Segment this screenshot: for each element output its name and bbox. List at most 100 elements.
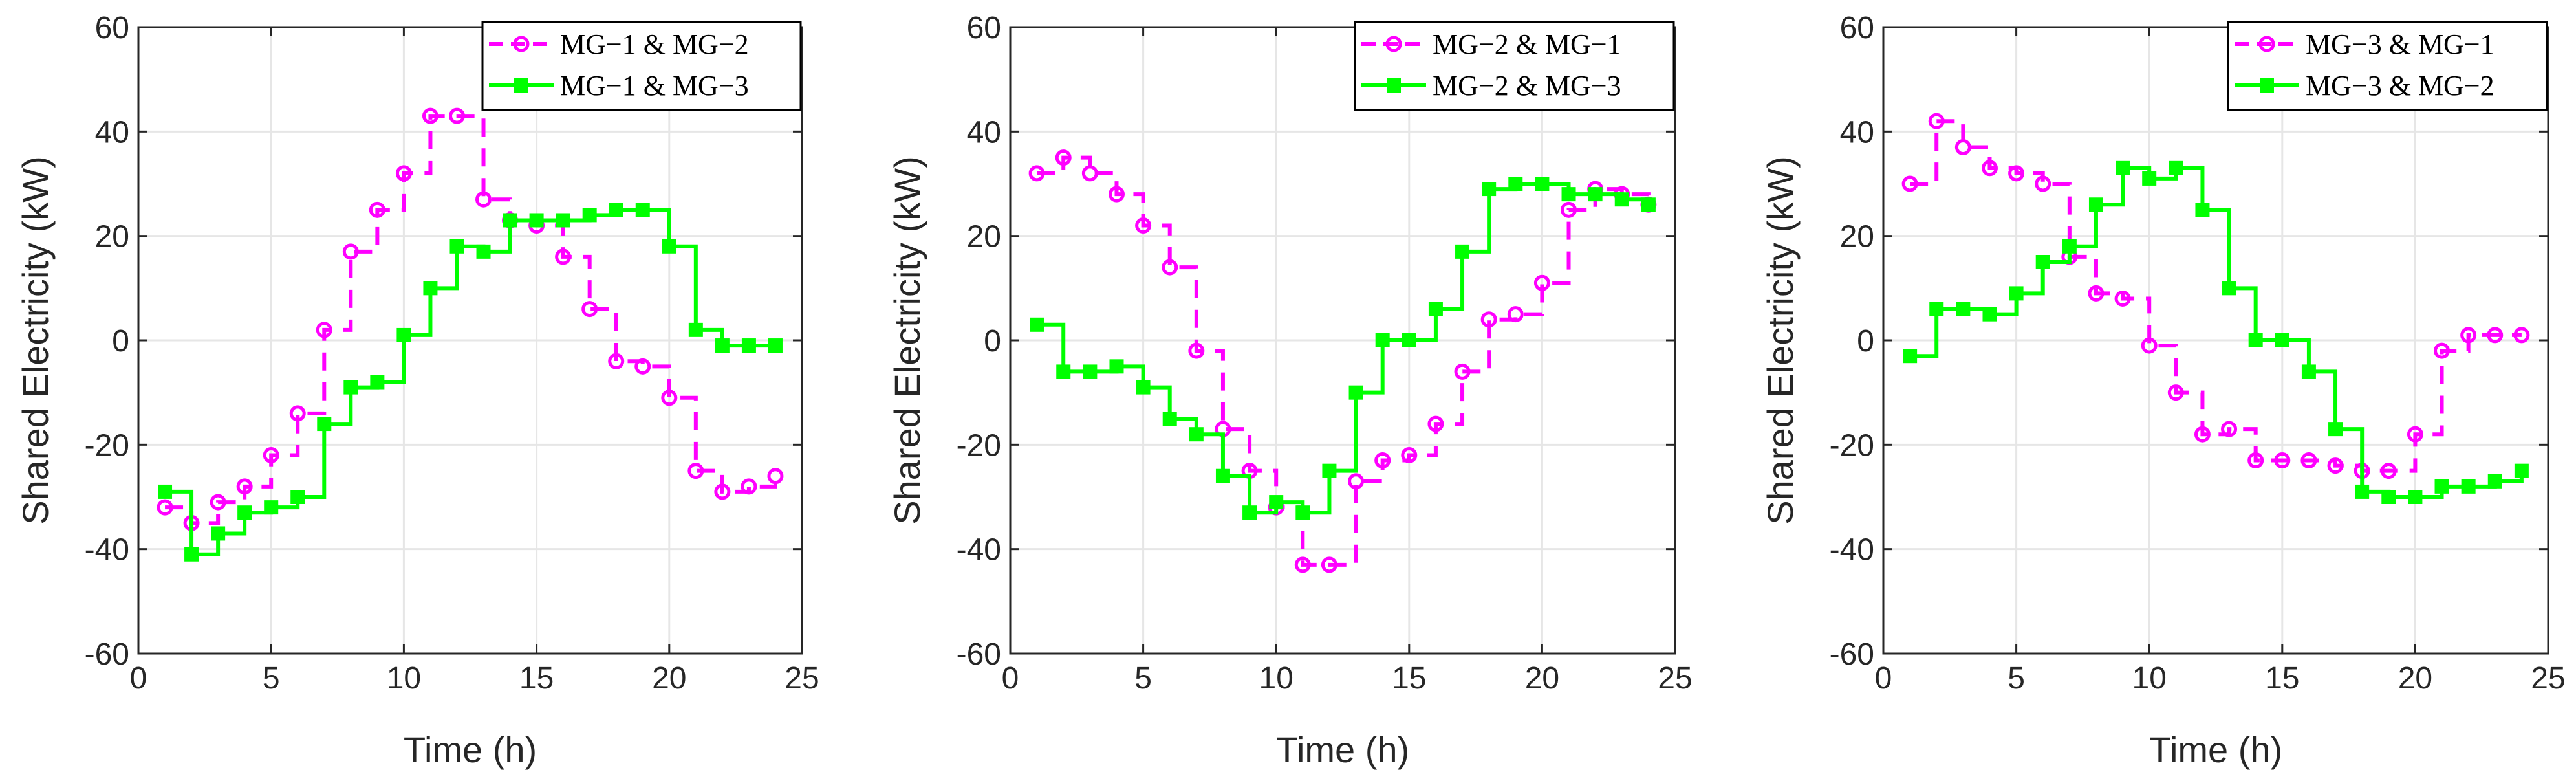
x-tick-label: 10	[2132, 661, 2167, 696]
data-point-s1-21	[2434, 342, 2451, 359]
legend-label-1: MG−2 & MG−1	[1433, 28, 1621, 60]
y-tick-label: -40	[957, 533, 1001, 567]
data-point-s2-10	[396, 327, 411, 342]
data-point-s2-22	[1588, 187, 1603, 202]
data-point-s1-10	[2141, 337, 2158, 354]
x-tick-label: 25	[1658, 661, 1692, 696]
series-line-2	[1037, 182, 1651, 515]
y-tick-label: 60	[967, 11, 1001, 45]
x-axis-label: Time (h)	[1276, 729, 1409, 770]
data-point-s2-21	[2434, 479, 2449, 494]
data-point-s2-7	[1189, 427, 1204, 442]
data-point-s2-1	[1030, 317, 1044, 332]
x-tick-label: 0	[130, 661, 147, 696]
data-point-s2-11	[423, 281, 438, 296]
data-point-s1-3	[210, 494, 226, 511]
data-point-s1-18	[608, 353, 625, 369]
data-point-s2-12	[449, 239, 464, 254]
data-point-s2-22	[2461, 479, 2476, 494]
data-point-s1-8	[2088, 285, 2105, 302]
data-point-s2-7	[2062, 239, 2077, 254]
y-tick-label: -60	[957, 637, 1001, 672]
data-point-s2-17	[582, 208, 597, 223]
y-tick-label: -20	[85, 428, 129, 463]
data-point-s2-3	[1083, 364, 1098, 379]
x-tick-label: 10	[1259, 661, 1293, 696]
data-point-s2-8	[1215, 468, 1230, 483]
data-point-s1-3	[1954, 139, 1971, 156]
data-point-s2-12	[1322, 463, 1337, 478]
data-point-s2-1	[158, 484, 173, 499]
legend-marker-2	[514, 78, 528, 93]
data-point-s1-7	[316, 322, 332, 338]
data-point-s2-9	[1242, 505, 1257, 520]
legend: MG−2 & MG−1 MG−2 & MG−3	[1354, 21, 1675, 111]
data-point-s2-20	[2408, 490, 2423, 504]
data-point-s1-24	[2513, 327, 2530, 344]
x-tick-label: 20	[652, 661, 686, 696]
series-line-2	[1910, 166, 2524, 499]
data-point-s1-12	[1321, 556, 1337, 573]
data-point-s2-20	[1535, 177, 1550, 191]
data-point-s2-4	[1109, 359, 1124, 374]
legend-label-1: MG−1 & MG−2	[560, 28, 749, 60]
y-tick-label: 40	[1840, 115, 1874, 149]
data-point-s1-21	[687, 463, 704, 479]
data-point-s1-1	[1901, 175, 1918, 192]
x-tick-label: 10	[387, 661, 421, 696]
data-point-s2-23	[1614, 192, 1629, 207]
data-point-s2-12	[2195, 203, 2210, 217]
data-point-s1-13	[1348, 473, 1365, 490]
x-tick-label: 5	[2008, 661, 2025, 696]
x-tick-label: 5	[1134, 661, 1152, 696]
data-point-s1-11	[1294, 556, 1311, 573]
data-point-s1-4	[236, 478, 253, 495]
legend-label-2: MG−3 & MG−2	[2306, 70, 2495, 102]
x-tick-label: 20	[1525, 661, 1559, 696]
data-point-s1-5	[1135, 217, 1152, 234]
y-tick-label: -40	[85, 533, 129, 567]
data-point-s2-5	[2009, 286, 2024, 301]
x-axis-label: Time (h)	[2149, 729, 2282, 770]
legend-marker-1	[513, 36, 530, 52]
data-point-s2-2	[1929, 302, 1944, 316]
data-point-s2-15	[1402, 333, 1416, 347]
y-axis-label: Shared Electricity (kW)	[887, 156, 927, 524]
data-point-s2-6	[2035, 255, 2050, 269]
data-point-s2-13	[476, 244, 491, 259]
data-point-s2-23	[741, 338, 756, 353]
data-point-s1-19	[1507, 306, 1524, 323]
data-point-s2-24	[1641, 197, 1656, 212]
data-point-s1-6	[1162, 259, 1178, 276]
data-point-s2-21	[688, 322, 703, 337]
legend-marker-1	[1385, 36, 1402, 52]
y-tick-label: 40	[95, 115, 129, 149]
data-point-s2-8	[2088, 197, 2103, 212]
y-tick-label: -20	[1830, 428, 1874, 463]
data-point-s2-15	[2275, 333, 2289, 347]
data-point-s2-13	[1348, 385, 1363, 400]
data-point-s1-24	[767, 468, 784, 485]
data-point-s1-8	[342, 243, 359, 260]
data-point-s2-5	[1136, 380, 1151, 395]
chart-panel-1: 0 5 10 15 20 25 -60 -40 -20 0 20 40 60 Time (h) Shared…	[15, 11, 819, 770]
data-point-s1-22	[2460, 327, 2477, 344]
data-point-s1-12	[2194, 426, 2211, 443]
data-point-s1-23	[741, 478, 757, 495]
data-point-s1-6	[289, 405, 306, 422]
data-point-s1-3	[1081, 165, 1098, 182]
data-point-s1-22	[714, 483, 731, 500]
legend-marker-1	[2258, 36, 2275, 52]
legend-marker-2	[1387, 78, 1401, 93]
y-tick-label: 40	[967, 115, 1001, 149]
legend: MG−3 & MG−1 MG−3 & MG−2	[2227, 21, 2548, 111]
data-point-s2-16	[556, 213, 570, 228]
data-point-s2-14	[503, 213, 517, 228]
data-point-s2-21	[1561, 187, 1576, 202]
data-point-s2-14	[2248, 333, 2263, 347]
y-tick-label: 0	[984, 324, 1001, 358]
series-line-2	[165, 208, 775, 556]
data-point-s2-18	[1482, 182, 1497, 197]
data-point-s1-12	[448, 107, 465, 124]
